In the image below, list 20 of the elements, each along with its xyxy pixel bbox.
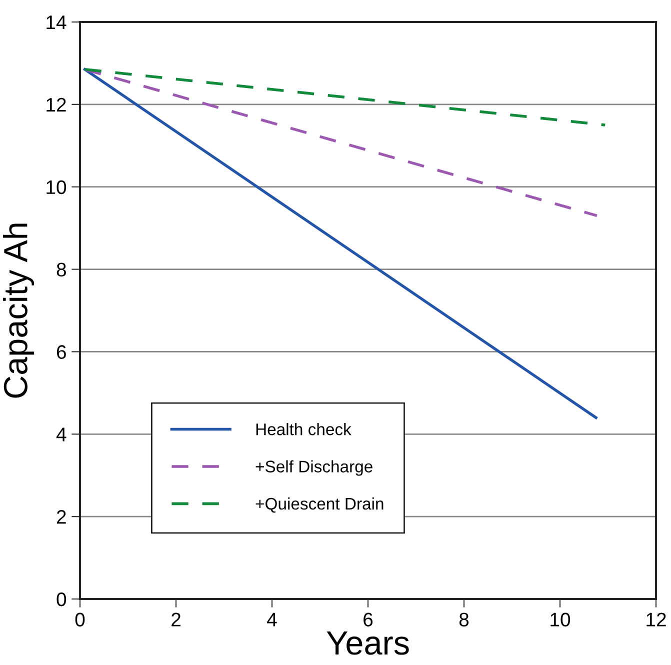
y-axis-title: Capacity Ah xyxy=(2,224,34,398)
x-tick-label: 12 xyxy=(646,612,666,626)
y-tick-label: 4 xyxy=(56,428,66,442)
y-tick-label: 8 xyxy=(56,262,66,277)
x-tick-label: 2 xyxy=(172,612,180,626)
y-tick-label: 2 xyxy=(56,510,66,524)
x-axis-title: Years xyxy=(326,632,409,655)
y-tick-label: 0 xyxy=(56,592,66,606)
x-tick-label: 8 xyxy=(459,612,469,626)
y-tick-label: 10 xyxy=(46,180,66,194)
x-tick-label: 0 xyxy=(75,612,85,626)
legend-label: +Self Discharge xyxy=(256,460,372,476)
legend-label: Health check xyxy=(256,423,352,436)
y-tick-label: 14 xyxy=(46,16,66,30)
y-tick-label: 12 xyxy=(46,98,66,112)
legend-label: +Quiescent Drain xyxy=(256,497,384,513)
y-tick-label: 6 xyxy=(56,345,66,359)
x-tick-label: 10 xyxy=(550,612,570,626)
x-tick-label: 6 xyxy=(364,612,373,626)
x-tick-label: 4 xyxy=(267,612,277,626)
